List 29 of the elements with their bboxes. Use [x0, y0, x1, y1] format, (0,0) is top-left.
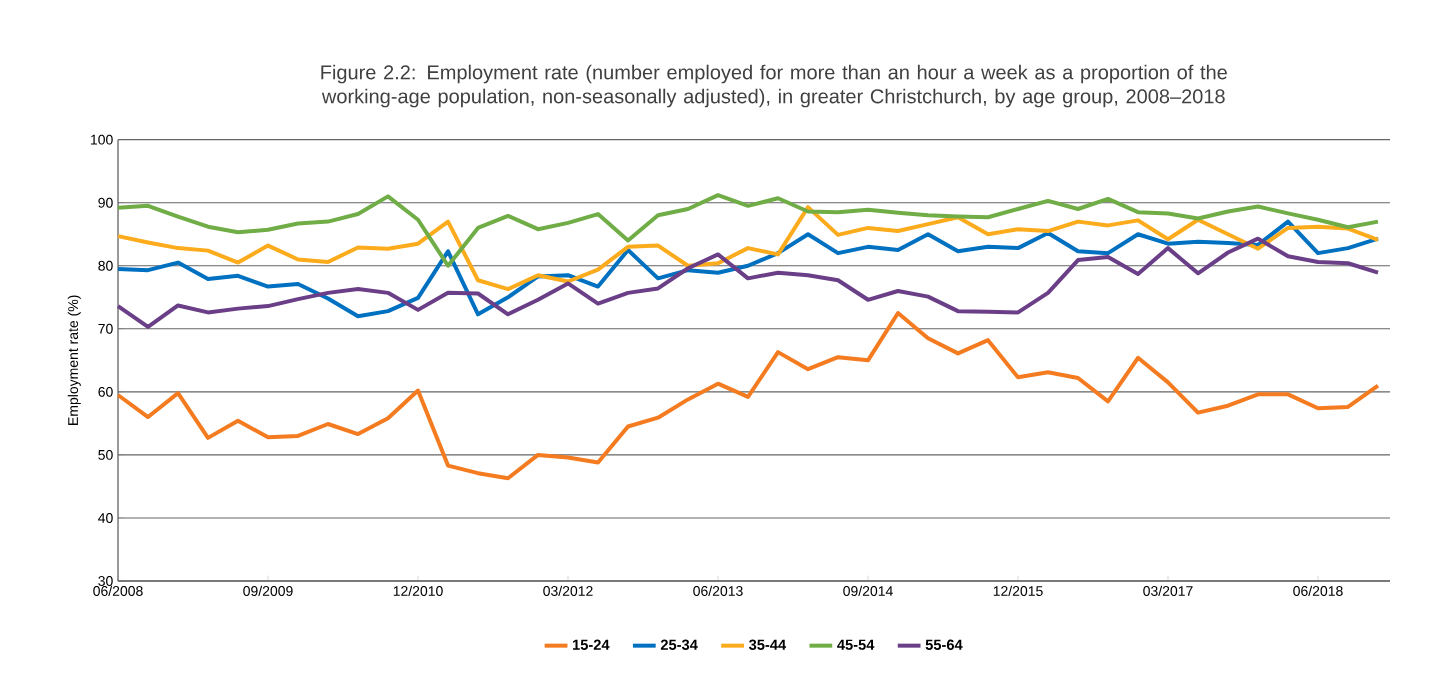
y-tick-label: 50: [98, 449, 113, 460]
y-tick-label: 70: [98, 323, 113, 334]
line-series: [116, 205, 1381, 292]
y-tick-label: 100: [91, 134, 113, 145]
x-tick-label: 06/2013: [693, 585, 743, 596]
line-series: [116, 236, 1381, 329]
y-tick-label: 90: [98, 197, 113, 208]
legend-label: 55-64: [925, 639, 963, 650]
x-tick-label: 06/2018: [1293, 585, 1343, 596]
x-tick-label: 09/2014: [843, 585, 893, 596]
y-tick-label: 40: [98, 512, 113, 523]
legend-label: 25-34: [660, 639, 698, 650]
line-series: [116, 311, 1381, 481]
x-tick-label: 12/2010: [393, 585, 443, 596]
legend-label: 45-54: [837, 639, 875, 650]
y-tick-label: 80: [98, 260, 113, 271]
x-tick-label: 03/2017: [1143, 585, 1193, 596]
line-series: [116, 193, 1381, 268]
x-tick-label: 03/2012: [543, 585, 593, 596]
x-tick-label: 06/2008: [93, 585, 143, 596]
x-tick-label: 12/2015: [993, 585, 1043, 596]
chart-title: Figure 2.2: Employment rate (number employed for more than an hour a week as a proportion of the working-age population, non-seasonally adjusted), in greater Christchurch, by age group, 2008–2018: [321, 64, 1227, 108]
x-tick-label: 09/2009: [243, 585, 293, 596]
y-tick-label: 30: [98, 576, 113, 586]
legend-label: 35-44: [748, 639, 787, 650]
y-tick-label: 60: [98, 386, 113, 397]
y-axis-title: Employment rate (%): [67, 295, 81, 425]
line-series: [116, 219, 1381, 319]
legend-label: 15-24: [573, 639, 610, 650]
